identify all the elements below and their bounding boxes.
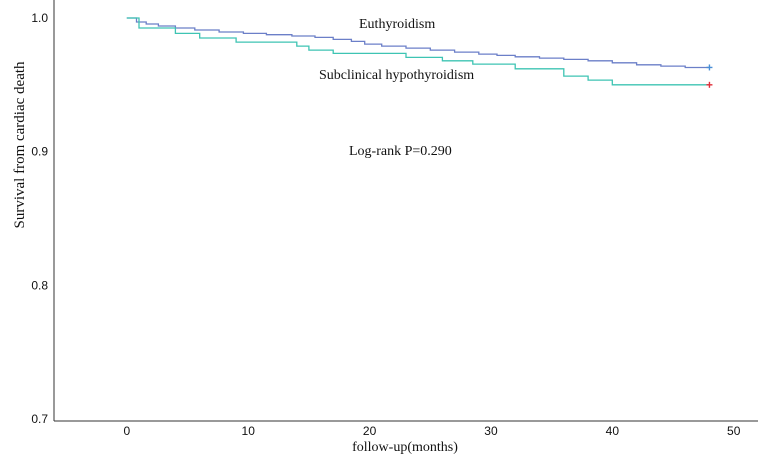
censor-mark-euthyroidism [706, 64, 713, 71]
euthyroidism-annotation: Euthyroidism [359, 17, 435, 32]
chart-censor-marks [706, 64, 713, 88]
censor-mark-subclinical-hypothyroidism [706, 81, 713, 88]
y-tick-label: 0.8 [31, 278, 48, 292]
y-axis-label: Survival from cardiac death [12, 61, 28, 229]
log-rank-annotation: Log-rank P=0.290 [349, 144, 452, 159]
chart-series [126, 17, 710, 86]
y-tick-label: 0.7 [31, 412, 48, 426]
x-tick-label: 10 [242, 424, 256, 438]
subclinical-hypothyroidism-annotation: Subclinical hypothyroidism [319, 68, 474, 83]
y-tick-label: 0.9 [31, 145, 48, 159]
x-tick-label: 40 [606, 424, 620, 438]
x-tick-label: 30 [484, 424, 498, 438]
x-axis-label: follow-up(months) [352, 440, 458, 455]
x-tick-label: 20 [363, 424, 377, 438]
y-tick-label: 1.0 [31, 11, 48, 25]
series-line-subclinical-hypothyroidism [126, 17, 710, 86]
x-tick-label: 0 [123, 424, 130, 438]
series-line-euthyroidism [126, 17, 710, 69]
chart-axes: 0 10 20 30 40 50 0.7 0.8 0.9 1.0 [31, 0, 758, 438]
x-tick-label: 50 [727, 424, 741, 438]
